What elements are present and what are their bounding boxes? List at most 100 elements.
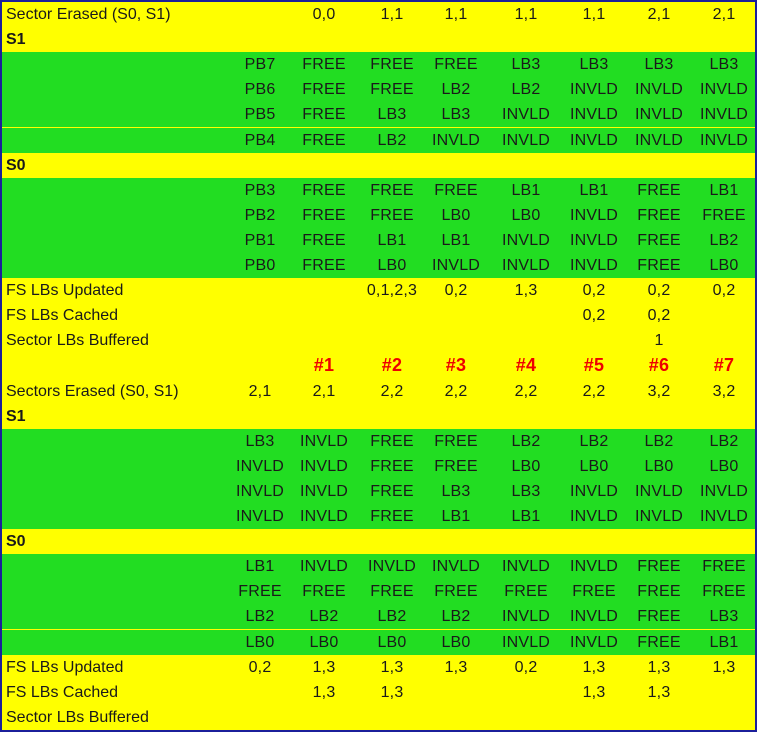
row-label: FS LBs Updated: [6, 282, 124, 300]
info-row: FS LBs Cached 0,2 0,2: [2, 303, 755, 329]
table-cell: LB1: [579, 181, 609, 199]
block-row: PB0 FREE LB0 INVLD INVLD INVLD FREE LB0: [2, 253, 755, 278]
table-cell: INVLD: [501, 231, 551, 249]
table-cell: LB0: [441, 206, 471, 224]
info-row: Sector Erased (S0, S1) 0,0 1,1 1,1 1,1 1,1 2,1…: [2, 2, 755, 27]
table-cell: FREE: [637, 231, 681, 249]
block-row: LB0 LB0 LB0 LB0 INVLD INVLD FREE LB1: [2, 629, 755, 655]
table-cell: LB0: [511, 457, 541, 475]
table-cell: INVLD: [235, 482, 285, 500]
row-label: Sector LBs Buffered: [6, 708, 149, 726]
block-row: PB3 FREE FREE FREE LB1 LB1 FREE LB1: [2, 177, 755, 203]
table-cell: 1,3: [514, 282, 538, 300]
section-label: S1: [6, 407, 26, 425]
table-cell: PB1: [244, 231, 276, 249]
table-cell: INVLD: [569, 558, 619, 576]
table-cell: FREE: [637, 608, 681, 626]
table-cell: 1,1: [380, 6, 404, 23]
table-cell: LB2: [377, 608, 407, 626]
table-cell: 1,3: [712, 658, 736, 676]
table-cell: INVLD: [299, 482, 349, 500]
block-row: PB6 FREE FREE LB2 LB2 INVLD INVLD INVLD: [2, 77, 755, 103]
table-cell: FREE: [637, 558, 681, 576]
table-cell: FREE: [302, 583, 346, 601]
table-cell: INVLD: [501, 558, 551, 576]
table-cell: INVLD: [634, 81, 684, 99]
table-cell: PB5: [244, 106, 276, 124]
table-cell: LB2: [709, 432, 739, 450]
table-cell: LB1: [709, 181, 739, 199]
table-cell: INVLD: [569, 257, 619, 274]
table-cell: FREE: [637, 206, 681, 224]
table-cell: LB2: [511, 432, 541, 450]
table-cell: LB2: [245, 608, 275, 626]
row-label: Sector Erased (S0, S1): [6, 6, 171, 23]
table-cell: FREE: [302, 81, 346, 99]
table-cell: FREE: [434, 432, 478, 450]
table-cell: FREE: [370, 206, 414, 224]
table-cell: LB2: [511, 81, 541, 99]
table-cell: LB0: [441, 633, 471, 651]
table-cell: FREE: [434, 56, 478, 74]
table-cell: LB2: [441, 81, 471, 99]
table-cell: INVLD: [367, 558, 417, 576]
table-cell: 0,2: [582, 307, 606, 325]
table-cell: LB2: [441, 608, 471, 626]
table-cell: INVLD: [569, 81, 619, 99]
block-row: FREE FREE FREE FREE FREE FREE FREE FREE: [2, 579, 755, 605]
table-cell: INVLD: [569, 231, 619, 249]
table-cell: INVLD: [569, 508, 619, 525]
block-row: LB2 LB2 LB2 LB2 INVLD INVLD FREE LB3: [2, 604, 755, 630]
block-row: PB1 FREE LB1 LB1 INVLD INVLD FREE LB2: [2, 227, 755, 253]
table-cell: 2,1: [712, 6, 736, 23]
table-cell: FREE: [504, 583, 548, 601]
table-cell: LB3: [441, 482, 471, 500]
table-cell: LB1: [709, 633, 739, 651]
table-cell: FREE: [637, 583, 681, 601]
section-header-row: S0: [2, 529, 755, 555]
table-cell: LB3: [511, 482, 541, 500]
table-cell: 1,3: [647, 658, 671, 676]
table-cell: LB3: [579, 56, 609, 74]
table-cell: FREE: [637, 633, 681, 651]
table-cell: FREE: [637, 181, 681, 199]
info-row: Sector LBs Buffered 1: [2, 328, 755, 354]
table-cell: INVLD: [569, 106, 619, 124]
table-cell: FREE: [572, 583, 616, 601]
table-cell: FREE: [302, 56, 346, 74]
table-cell: 0,2: [582, 282, 606, 300]
block-row: PB5 FREE LB3 LB3 INVLD INVLD INVLD INVLD: [2, 102, 755, 128]
table-cell: 2,1: [248, 382, 272, 400]
table-cell: LB3: [441, 106, 471, 124]
table-cell: FREE: [370, 181, 414, 199]
table-cell: INVLD: [501, 131, 551, 149]
table-cell: LB2: [579, 432, 609, 450]
table-cell: FREE: [302, 231, 346, 249]
info-row: #1 #2 #3 #4 #5 #6 #7: [2, 353, 755, 379]
info-row: FS LBs Cached 1,3 1,3 1,3 1,3: [2, 679, 755, 705]
table-cell: LB3: [709, 608, 739, 626]
table-cell: INVLD: [569, 482, 619, 500]
table-cell: PB7: [244, 56, 276, 74]
table-cell: INVLD: [431, 131, 481, 149]
table-cell: 0,2: [514, 658, 538, 676]
block-row: PB7 FREE FREE FREE LB3 LB3 LB3 LB3: [2, 52, 755, 78]
table-cell: FREE: [302, 106, 346, 124]
table-cell: LB0: [245, 633, 275, 651]
table-cell: INVLD: [569, 131, 619, 149]
table-cell: 2,1: [647, 6, 671, 23]
table-cell: INVLD: [501, 106, 551, 124]
table-cell: FREE: [238, 583, 282, 601]
section-header-row: S1: [2, 27, 755, 53]
table-cell: FREE: [702, 558, 746, 576]
table-cell: 0,2: [647, 282, 671, 300]
table-cell: 2,2: [514, 382, 538, 400]
table-cell: INVLD: [299, 508, 349, 525]
section-header-row: S0: [2, 152, 755, 178]
table-cell: LB0: [709, 257, 739, 274]
table-cell: 0,2: [248, 658, 272, 676]
section-label: S0: [6, 533, 26, 551]
table-cell: FREE: [370, 508, 414, 525]
table-cell: FREE: [370, 583, 414, 601]
